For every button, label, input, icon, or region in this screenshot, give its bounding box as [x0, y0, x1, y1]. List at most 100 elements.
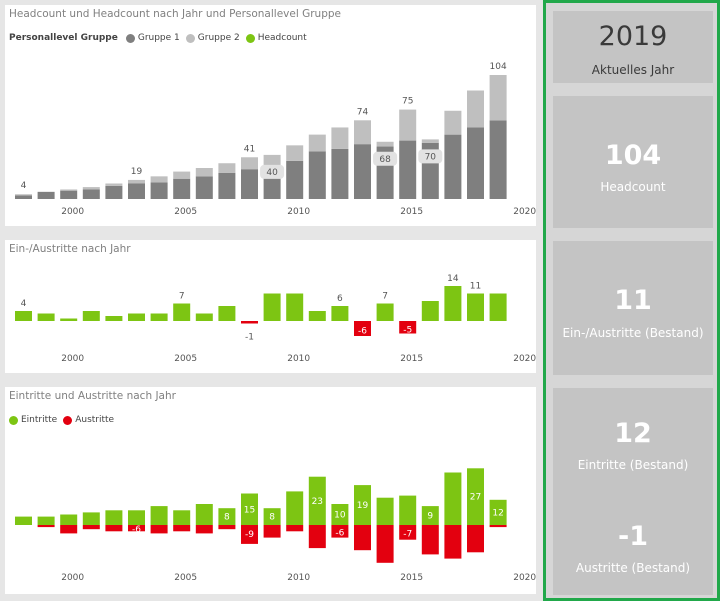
bar-gruppe2	[195, 168, 213, 177]
data-label: -6	[335, 528, 344, 538]
bar-net	[421, 301, 439, 321]
legend-item-gruppe2[interactable]: Gruppe 2	[185, 33, 240, 43]
bar-austritte	[421, 525, 439, 555]
x-tick-label: 2000	[61, 573, 84, 583]
legend-item-gruppe1[interactable]: Gruppe 1	[125, 33, 180, 43]
bar-gruppe2	[421, 139, 439, 143]
inout-chart-panel[interactable]: Eintritte und Austritte nach Jahr Eintri…	[5, 387, 536, 594]
data-label: 10	[334, 511, 346, 521]
bar-eintritte	[218, 508, 236, 525]
bar-eintritte	[421, 506, 439, 525]
data-label: 8	[224, 513, 230, 523]
x-tick-label: 2015	[400, 354, 423, 364]
bar-eintritte	[15, 516, 32, 525]
kpi-card-year[interactable]: 2019 Aktuelles Jahr	[553, 11, 713, 83]
bar-net	[195, 313, 213, 321]
bar-gruppe2	[218, 163, 236, 173]
data-label: 19	[357, 501, 369, 511]
bar-gruppe1	[444, 134, 462, 199]
data-label: 8	[269, 513, 275, 523]
bar-gruppe2	[308, 134, 326, 152]
bar-gruppe2	[82, 187, 100, 190]
bar-net	[150, 313, 168, 321]
bar-gruppe2	[15, 194, 32, 196]
bar-gruppe1	[467, 127, 484, 199]
data-label: 23	[312, 497, 323, 507]
x-tick-label: 2000	[61, 207, 84, 217]
legend-item-eintritte[interactable]: Eintritte	[9, 415, 57, 425]
bar-eintritte	[489, 499, 507, 525]
bar-austritte	[376, 525, 394, 563]
kpi-label: Austritte (Bestand)	[575, 561, 691, 575]
data-label: -5	[403, 325, 412, 335]
bar-austritte	[82, 525, 100, 530]
bar-austritte	[399, 525, 417, 540]
bar-gruppe1	[218, 172, 236, 199]
legend-item-headcount[interactable]: Headcount	[245, 33, 307, 43]
bar-eintritte	[331, 504, 349, 525]
gruppe1-dot-icon	[125, 33, 135, 43]
data-label: -9	[245, 530, 254, 540]
bar-eintritte	[195, 504, 213, 525]
bar-austritte	[195, 525, 213, 534]
bar-gruppe1	[37, 191, 55, 199]
bar-gruppe1	[241, 169, 258, 199]
bar-austritte	[263, 525, 281, 538]
bar-gruppe2	[286, 145, 304, 161]
bar-gruppe2	[60, 189, 78, 191]
bar-net	[331, 306, 349, 321]
bar-gruppe2	[128, 179, 145, 184]
bar-gruppe2	[173, 171, 191, 179]
bar-austritte	[331, 525, 349, 538]
bar-gruppe2	[399, 109, 417, 141]
data-label: 40	[266, 168, 278, 178]
bar-austritte	[150, 525, 168, 534]
legend-item-austritte[interactable]: Austritte	[63, 415, 114, 425]
legend-title: Personallevel Gruppe	[9, 33, 118, 43]
bar-gruppe1	[60, 190, 78, 199]
bar-net	[173, 303, 191, 321]
bar-net	[399, 321, 417, 334]
bar-gruppe1	[195, 176, 213, 199]
bar-austritte	[173, 525, 191, 532]
bar-gruppe2	[150, 176, 168, 183]
bar-gruppe2	[331, 127, 349, 149]
bar-eintritte	[286, 491, 304, 525]
data-label: 68	[379, 155, 391, 165]
bar-gruppe2	[489, 75, 507, 121]
bar-gruppe1	[173, 178, 191, 199]
bar-eintritte	[37, 516, 55, 525]
headcount-chart-panel[interactable]: Headcount und Headcount nach Jahr und Pe…	[5, 5, 536, 226]
bar-net	[15, 311, 32, 321]
bar-net	[82, 311, 100, 321]
bar-net	[376, 303, 394, 321]
x-tick-label: 2020	[513, 354, 536, 364]
data-label: 75	[402, 97, 413, 107]
net-chart-plot: 4 7 -1 6 -6 7 -5 14 11 2000 2005 2010 2015 2020	[15, 274, 536, 364]
kpi-value: 104	[604, 140, 662, 171]
bar-gruppe2	[263, 154, 281, 167]
bar-austritte	[218, 525, 236, 530]
kpi-label: Aktuelles Jahr	[591, 63, 675, 77]
data-label: 6	[337, 294, 343, 304]
x-tick-label: 2020	[513, 207, 536, 217]
bar-eintritte	[399, 495, 417, 525]
kpi-card-net[interactable]: 11 Ein-/Austritte (Bestand)	[553, 241, 713, 375]
kpi-label: Ein-/Austritte (Bestand)	[562, 326, 704, 340]
x-tick-label: 2010	[287, 354, 310, 364]
bar-austritte	[128, 525, 145, 532]
bar-gruppe1	[354, 144, 371, 199]
kpi-card-headcount[interactable]: 104 Headcount	[553, 96, 713, 228]
headcount-dot-icon	[245, 33, 255, 43]
bar-gruppe1	[286, 160, 304, 199]
data-label: 4	[21, 181, 27, 191]
net-chart-panel[interactable]: Ein-/Austritte nach Jahr 4 7 -1 6 -6 7 -5 14 11 2…	[5, 240, 536, 373]
bar-eintritte	[376, 497, 394, 525]
data-label: 11	[470, 282, 481, 292]
bar-eintritte	[263, 508, 281, 525]
kpi-card-inout[interactable]: 12 Eintritte (Bestand) -1 Austritte (Bes…	[553, 388, 713, 595]
bar-gruppe1	[82, 189, 100, 199]
bar-eintritte	[173, 510, 191, 525]
bar-gruppe1	[15, 195, 32, 199]
kpi-label: Headcount	[600, 180, 666, 194]
